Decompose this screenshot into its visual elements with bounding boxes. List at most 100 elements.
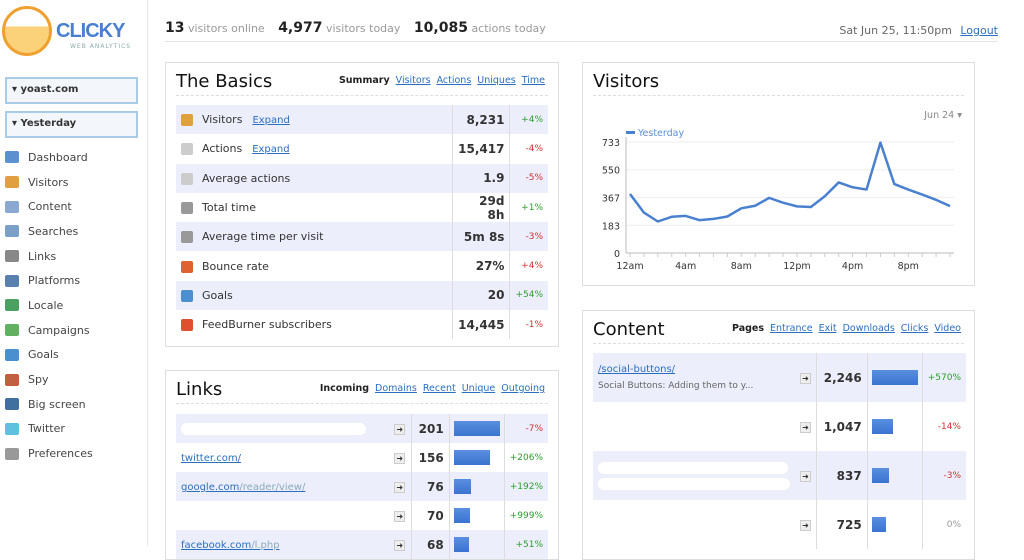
redacted-text <box>181 423 366 435</box>
series-line-yesterday <box>630 143 950 222</box>
bar-cell <box>867 500 922 549</box>
table-row: /social-buttons/Social Buttons: Adding t… <box>593 353 966 402</box>
tab-exit[interactable]: Exit <box>819 323 837 334</box>
sidebar-item-label: Content <box>28 200 72 213</box>
link-domain: google.com <box>181 482 239 493</box>
link-url[interactable]: google.com/reader/view/ <box>181 482 305 493</box>
outbound-arrow-icon[interactable]: ➜ <box>800 422 811 433</box>
outbound-arrow-icon[interactable]: ➜ <box>394 511 405 522</box>
tab-clicks[interactable]: Clicks <box>901 323 929 334</box>
sidebar-item-content[interactable]: Content <box>5 194 93 219</box>
outbound-arrow-icon[interactable]: ➜ <box>800 471 811 482</box>
links-icon <box>5 250 19 262</box>
current-date: Sat Jun 25, 11:50pm <box>839 24 952 37</box>
outbound-arrow-icon[interactable]: ➜ <box>394 482 405 493</box>
arrow-cell: ➜ <box>795 451 817 500</box>
bounce-rate-icon <box>181 261 193 273</box>
metric-value: 29d 8h <box>453 193 510 222</box>
y-tick-label: 183 <box>602 221 620 232</box>
sidebar-item-searches[interactable]: Searches <box>5 219 93 244</box>
page-url[interactable]: /social-buttons/ <box>598 364 790 375</box>
sidebar-item-goals[interactable]: Goals <box>5 343 93 368</box>
item-change: 0% <box>922 500 966 549</box>
tab-recent[interactable]: Recent <box>423 383 456 394</box>
tab-incoming[interactable]: Incoming <box>320 383 369 394</box>
legend-swatch <box>626 131 635 134</box>
link-path: /reader/view/ <box>239 482 305 493</box>
x-tick-label: 4pm <box>842 261 863 272</box>
outbound-arrow-icon[interactable]: ➜ <box>800 520 811 531</box>
table-row: google.com/reader/view/➜76+192% <box>176 472 548 501</box>
metric-change: -3% <box>510 222 548 251</box>
tab-visitors[interactable]: Visitors <box>396 75 431 86</box>
sidebar-item-label: Links <box>28 250 56 263</box>
sidebar-item-big-screen[interactable]: Big screen <box>5 392 93 417</box>
item-value: 201 <box>411 414 449 443</box>
clicky-logo[interactable]: CLICKY WEB ANALYTICS <box>2 6 137 61</box>
date-range-select[interactable]: ▾ Yesterday <box>5 111 138 138</box>
sidebar-item-visitors[interactable]: Visitors <box>5 170 93 195</box>
sidebar-item-label: Locale <box>28 299 63 312</box>
panel-title: Content <box>593 319 665 340</box>
metric-cell: Average actions <box>176 164 453 193</box>
average-actions-icon <box>181 173 193 185</box>
item-change: -14% <box>922 402 966 451</box>
x-tick-label: 12pm <box>783 261 810 272</box>
metric-value: 5m 8s <box>453 222 510 251</box>
links-table: ➜201-7%twitter.com/➜156+206%google.com/r… <box>176 414 548 559</box>
searches-icon <box>5 225 19 237</box>
sidebar-item-label: Spy <box>28 373 48 386</box>
arrow-cell: ➜ <box>389 530 411 559</box>
metric-change: +54% <box>510 281 548 310</box>
metric-label: Visitors <box>202 113 242 126</box>
content-icon <box>5 201 19 213</box>
item-cell <box>176 501 389 530</box>
tab-time[interactable]: Time <box>522 75 545 86</box>
x-tick-label: 12am <box>616 261 643 272</box>
sidebar-item-dashboard[interactable]: Dashboard <box>5 145 93 170</box>
tab-domains[interactable]: Domains <box>375 383 417 394</box>
y-tick-label: 0 <box>614 249 620 260</box>
outbound-arrow-icon[interactable]: ➜ <box>394 453 405 464</box>
metric-label: FeedBurner subscribers <box>202 318 332 331</box>
bar-cell <box>449 443 504 472</box>
tab-downloads[interactable]: Downloads <box>843 323 895 334</box>
metric-value: 1.9 <box>453 164 510 193</box>
expand-link[interactable]: Expand <box>252 144 289 155</box>
sidebar-item-locale[interactable]: Locale <box>5 293 93 318</box>
tab-summary[interactable]: Summary <box>339 75 390 86</box>
outbound-arrow-icon[interactable]: ➜ <box>800 373 811 384</box>
tab-unique[interactable]: Unique <box>462 383 496 394</box>
tab-uniques[interactable]: Uniques <box>477 75 515 86</box>
tab-outgoing[interactable]: Outgoing <box>501 383 545 394</box>
locale-icon <box>5 299 19 311</box>
tab-pages[interactable]: Pages <box>732 323 764 334</box>
date-range-dropdown[interactable]: Jun 24 ▾ <box>924 110 962 121</box>
expand-link[interactable]: Expand <box>252 115 289 126</box>
tab-entrance[interactable]: Entrance <box>770 323 813 334</box>
arrow-cell: ➜ <box>795 402 817 451</box>
tab-video[interactable]: Video <box>934 323 961 334</box>
big-screen-icon <box>5 398 19 410</box>
sidebar-item-campaigns[interactable]: Campaigns <box>5 318 93 343</box>
sidebar-item-spy[interactable]: Spy <box>5 367 93 392</box>
visitors-icon <box>5 176 19 188</box>
site-select[interactable]: ▾ yoast.com <box>5 77 138 104</box>
arrow-cell: ➜ <box>389 501 411 530</box>
sidebar-item-platforms[interactable]: Platforms <box>5 268 93 293</box>
tab-actions[interactable]: Actions <box>437 75 472 86</box>
logout-link[interactable]: Logout <box>960 24 998 37</box>
sidebar-item-links[interactable]: Links <box>5 244 93 269</box>
redacted-text <box>598 478 790 490</box>
link-url[interactable]: twitter.com/ <box>181 453 241 464</box>
sidebar-item-twitter[interactable]: Twitter <box>5 417 93 442</box>
y-tick-label: 733 <box>602 138 620 149</box>
sidebar-item-preferences[interactable]: Preferences <box>5 441 93 466</box>
metric-cell: Bounce rate <box>176 251 453 280</box>
outbound-arrow-icon[interactable]: ➜ <box>394 424 405 435</box>
